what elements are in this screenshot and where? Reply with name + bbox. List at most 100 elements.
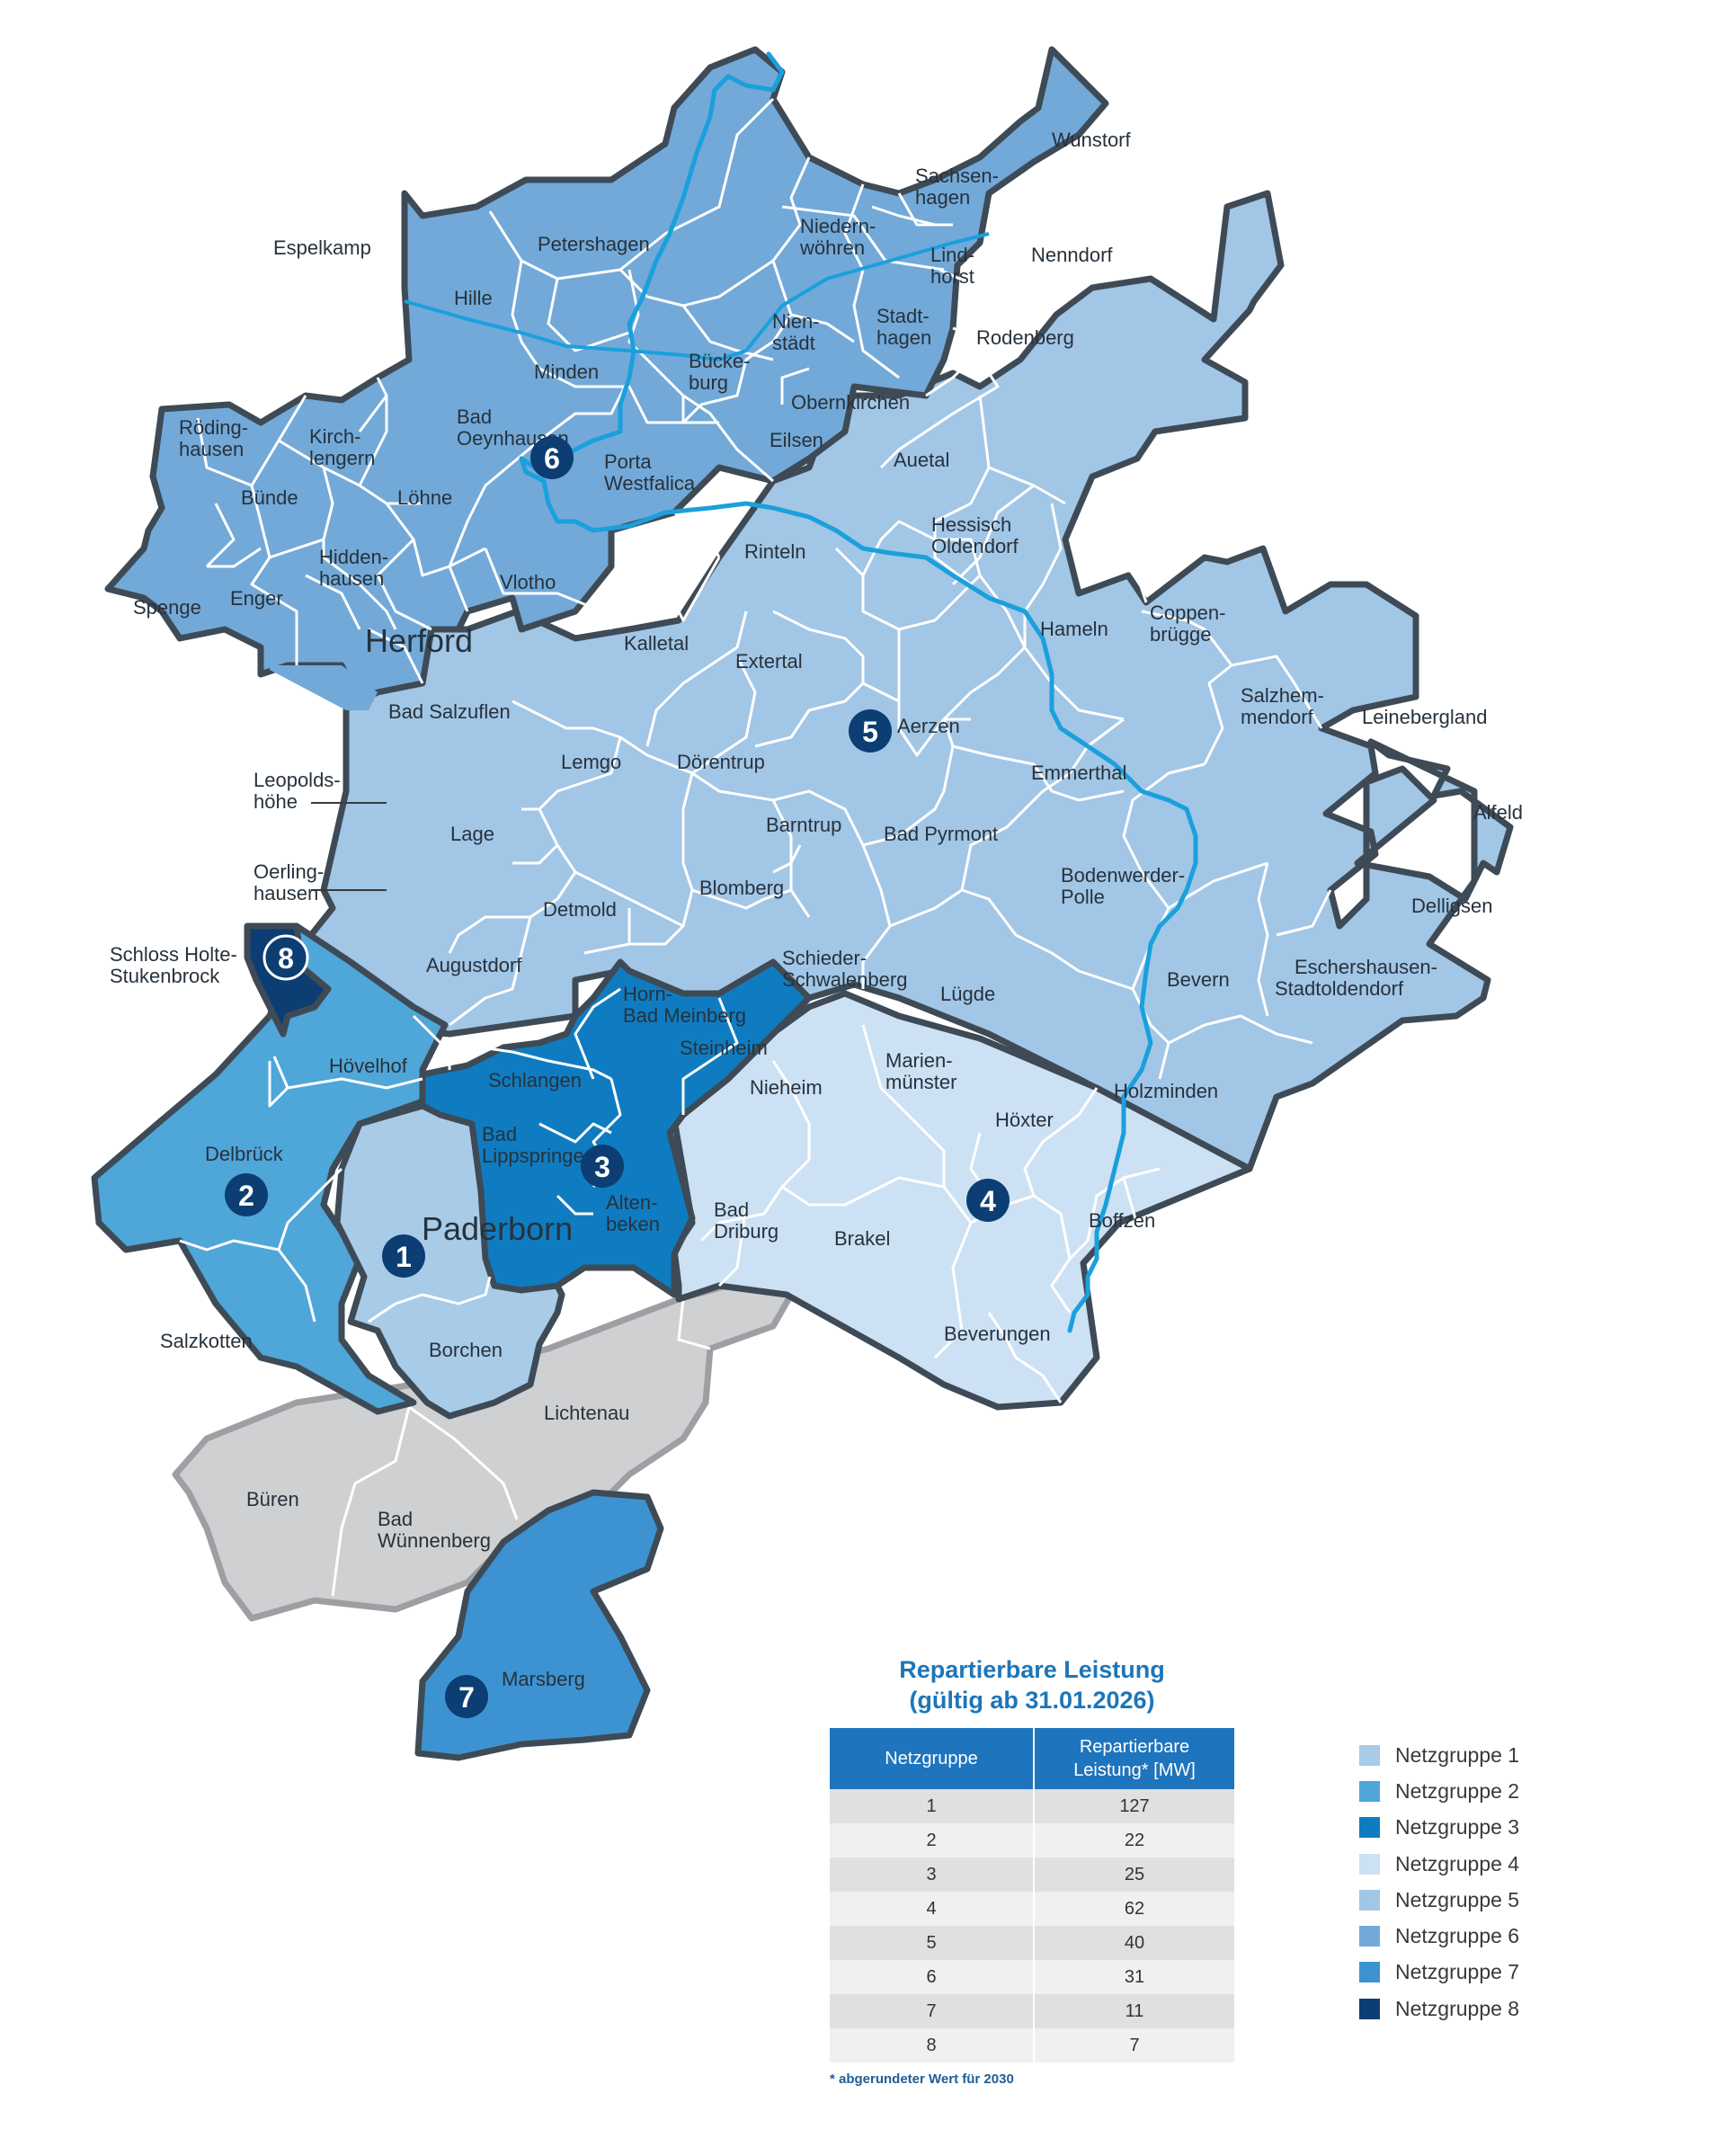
label-bad-wuennenberg-2: Wünnenberg (378, 1529, 491, 1552)
label-barntrup: Barntrup (766, 814, 841, 836)
label-bueckeburg-2: burg (689, 371, 728, 394)
label-extertal: Extertal (735, 650, 803, 673)
label-delligsen: Delligsen (1411, 895, 1493, 917)
cell-netzgruppe: 5 (830, 1926, 1034, 1960)
river-mittellandkanal (404, 232, 990, 362)
legend-item: Netzgruppe 7 (1359, 1955, 1593, 1991)
label-altenbeken-2: beken (606, 1213, 660, 1235)
legend-item: Netzgruppe 4 (1359, 1846, 1593, 1882)
label-hoexter: Höxter (995, 1109, 1054, 1131)
cell-leistung: 31 (1033, 1960, 1234, 1994)
table-title-line-1: Repartierbare Leistung (899, 1656, 1165, 1683)
legend-swatch (1359, 1853, 1380, 1875)
cell-leistung: 7 (1033, 2028, 1234, 2062)
label-altenbeken-1: Alten- (606, 1191, 657, 1214)
legend-label: Netzgruppe 4 (1395, 1851, 1520, 1875)
label-salzhemmendorf-2: mendorf (1241, 706, 1314, 728)
label-niedernwoehren-2: wöhren (799, 236, 865, 259)
label-bad-wuennenberg-1: Bad (378, 1508, 413, 1530)
label-hoevelhof: Hövelhof (329, 1055, 408, 1077)
label-coppenbruegge-1: Coppen- (1150, 601, 1225, 624)
label-hessisch-2: Oldendorf (931, 535, 1019, 557)
badge-netzgruppe-3: 3 (581, 1145, 624, 1188)
label-oerlinghausen-2: hausen (254, 882, 318, 904)
label-roedinghausen-1: Röding- (179, 416, 248, 439)
label-holzminden: Holzminden (1114, 1080, 1218, 1102)
label-delbrueck: Delbrück (205, 1143, 284, 1165)
label-bad-salzuflen: Bad Salzuflen (388, 700, 511, 723)
table-footnote: * abgerundeter Wert für 2030 (830, 2071, 1014, 2087)
label-bad-pyrmont: Bad Pyrmont (884, 823, 998, 845)
label-oerlinghausen-1: Oerling- (254, 860, 324, 883)
legend-swatch (1359, 1962, 1380, 1983)
label-rinteln: Rinteln (744, 540, 805, 563)
label-bad-lippspringe-1: Bad (482, 1123, 517, 1145)
svg-text:8: 8 (278, 942, 294, 975)
label-salzhemmendorf-1: Salzhem- (1241, 684, 1324, 707)
badge-netzgruppe-4: 4 (966, 1179, 1010, 1222)
label-herford: Herford (365, 622, 473, 659)
svg-text:4: 4 (980, 1185, 996, 1217)
label-boffzen: Boffzen (1089, 1209, 1155, 1232)
cell-netzgruppe: 6 (830, 1960, 1034, 1994)
label-porta-2: Westfalica (604, 472, 696, 494)
label-bueren: Büren (246, 1488, 299, 1510)
label-leopoldshoehe-1: Leopolds- (254, 769, 341, 791)
label-coppenbruegge-2: brügge (1150, 623, 1212, 646)
label-sachsenhagen-1: Sachsen- (915, 165, 999, 187)
label-lage: Lage (450, 823, 494, 845)
label-bad-driburg-2: Driburg (714, 1220, 778, 1243)
label-brakel: Brakel (834, 1227, 890, 1250)
label-roedinghausen-2: hausen (179, 438, 244, 460)
label-minden: Minden (534, 361, 599, 383)
label-horn-1: Horn- (623, 983, 672, 1005)
legend-swatch (1359, 1780, 1380, 1802)
table-row: 1 127 (830, 1789, 1234, 1823)
legend-item: Netzgruppe 1 (1359, 1737, 1593, 1773)
legend-item: Netzgruppe 8 (1359, 1991, 1593, 2027)
label-hiddenhausen-1: Hidden- (319, 546, 388, 568)
label-niedernwoehren-1: Niedern- (800, 215, 876, 237)
svg-text:3: 3 (594, 1151, 610, 1183)
table-row: 6 31 (830, 1960, 1234, 1994)
cell-leistung: 25 (1033, 1858, 1234, 1892)
label-leopoldshoehe-2: höhe (254, 790, 298, 813)
legend-label: Netzgruppe 1 (1395, 1742, 1520, 1767)
label-emmerthal: Emmerthal (1031, 762, 1126, 784)
cell-leistung: 127 (1033, 1789, 1234, 1823)
legend-swatch (1359, 1926, 1380, 1947)
label-eilsen: Eilsen (770, 429, 823, 451)
power-table-block: Repartierbare Leistung (gültig ab 31.01.… (830, 1654, 1234, 2087)
cell-leistung: 22 (1033, 1823, 1234, 1858)
header-leistung-line-2: Leistung* [MW] (1073, 1760, 1196, 1780)
table-row: 2 22 (830, 1823, 1234, 1858)
river-weser (519, 51, 1198, 1333)
legend-swatch (1359, 1889, 1380, 1911)
label-wunstorf: Wunstorf (1052, 129, 1132, 151)
label-espelkamp: Espelkamp (273, 236, 371, 259)
label-nieheim: Nieheim (750, 1076, 823, 1099)
svg-text:1: 1 (396, 1241, 412, 1273)
label-marienmuenster-1: Marien- (885, 1049, 953, 1072)
label-hille: Hille (454, 287, 493, 309)
label-hiddenhausen-2: hausen (319, 567, 384, 590)
grey-region-borders (331, 1298, 711, 1597)
label-nenndorf: Nenndorf (1031, 244, 1113, 266)
label-nienstaedt-1: Nien- (772, 310, 820, 333)
table-row: 4 62 (830, 1892, 1234, 1926)
label-sachsenhagen-2: hagen (915, 186, 970, 209)
label-porta-1: Porta (604, 450, 652, 473)
label-nienstaedt-2: städt (772, 332, 815, 354)
label-enger: Enger (230, 587, 283, 610)
label-hessisch-1: Hessisch (931, 513, 1011, 536)
label-lemgo: Lemgo (561, 751, 621, 773)
table-title-line-2: (gültig ab 31.01.2026) (909, 1687, 1155, 1714)
label-salzkotten: Salzkotten (160, 1330, 253, 1352)
legend-label: Netzgruppe 8 (1395, 1996, 1520, 2020)
legend-label: Netzgruppe 6 (1395, 1924, 1520, 1948)
svg-text:6: 6 (544, 442, 560, 475)
cell-netzgruppe: 2 (830, 1823, 1034, 1858)
label-bevern: Bevern (1167, 968, 1230, 991)
badge-netzgruppe-7: 7 (445, 1675, 488, 1718)
